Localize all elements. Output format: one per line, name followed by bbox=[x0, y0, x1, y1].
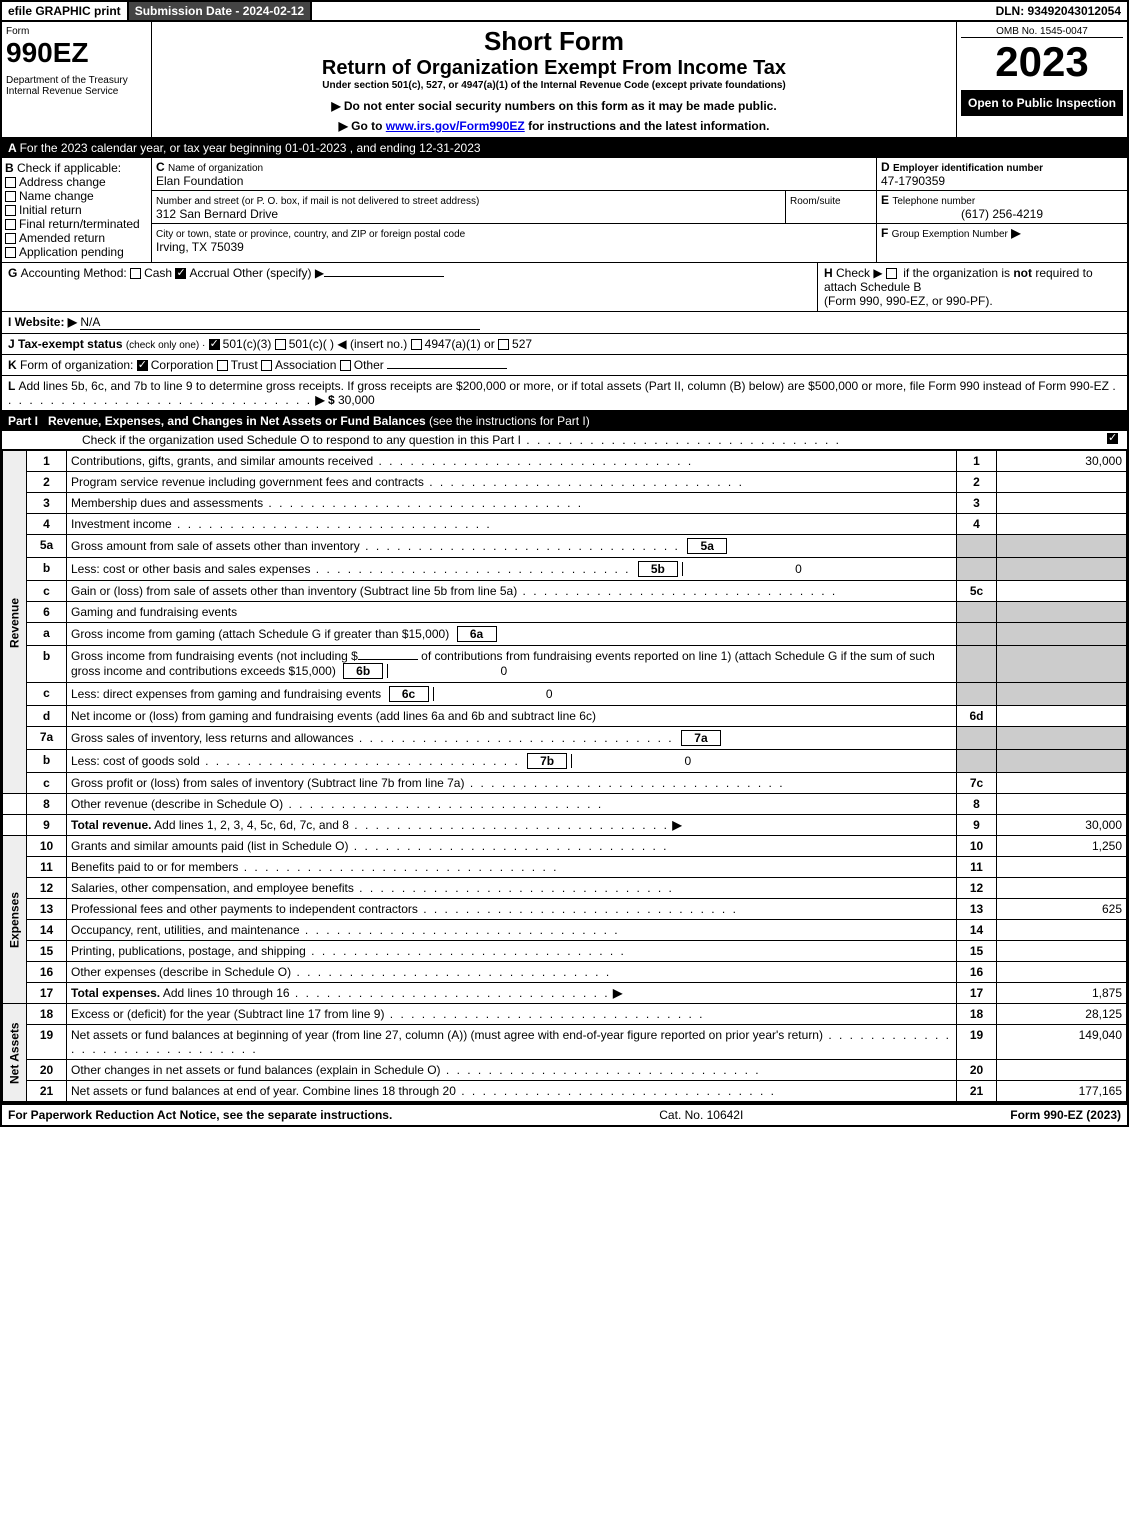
form-word: Form bbox=[6, 26, 147, 37]
k-other[interactable] bbox=[340, 360, 351, 371]
goto-post: for instructions and the latest informat… bbox=[528, 119, 769, 133]
line-1-amt: 30,000 bbox=[997, 451, 1127, 472]
b-opt-4[interactable]: Amended return bbox=[5, 231, 148, 245]
line-j: J Tax-exempt status (check only one) · 5… bbox=[0, 334, 1129, 355]
line-21-amt: 177,165 bbox=[997, 1081, 1127, 1102]
g-cash: Cash bbox=[144, 266, 172, 280]
street: 312 San Bernard Drive bbox=[156, 207, 278, 221]
dln: DLN: 93492043012054 bbox=[990, 2, 1127, 20]
b-opt-3[interactable]: Final return/terminated bbox=[5, 217, 148, 231]
b-opt-2[interactable]: Initial return bbox=[5, 203, 148, 217]
expenses-label: Expenses bbox=[3, 836, 27, 1004]
h-label: Check ▶ bbox=[836, 266, 883, 280]
tax-year: 2023 bbox=[961, 38, 1123, 86]
top-bar: efile GRAPHIC print Submission Date - 20… bbox=[0, 0, 1129, 22]
h-text3: (Form 990, 990-EZ, or 990-PF). bbox=[824, 294, 993, 308]
part1-title: Revenue, Expenses, and Changes in Net As… bbox=[48, 414, 590, 428]
j-note: (check only one) · bbox=[126, 340, 205, 351]
phone: (617) 256-4219 bbox=[881, 207, 1123, 221]
goto-line: ▶ Go to www.irs.gov/Form990EZ for instru… bbox=[156, 119, 952, 133]
h-text: if the organization is bbox=[903, 266, 1013, 280]
irs: Internal Revenue Service bbox=[6, 86, 147, 97]
city-label: City or town, state or province, country… bbox=[156, 229, 465, 240]
line-l: L Add lines 5b, 6c, and 7b to line 9 to … bbox=[0, 376, 1129, 411]
k-corp[interactable] bbox=[137, 360, 148, 371]
j-label: Tax-exempt status bbox=[18, 337, 122, 351]
gh-row: G Accounting Method: Cash Accrual Other … bbox=[0, 263, 1129, 312]
line-a: A For the 2023 calendar year, or tax yea… bbox=[0, 139, 1129, 158]
omb: OMB No. 1545-0047 bbox=[961, 26, 1123, 38]
b-opt-0[interactable]: Address change bbox=[5, 175, 148, 189]
g-label: Accounting Method: bbox=[21, 266, 127, 280]
line-b: B Check if applicable: bbox=[5, 161, 148, 175]
part1-checkbox[interactable] bbox=[1107, 433, 1118, 444]
k-other-input[interactable] bbox=[387, 368, 507, 369]
j-501c3[interactable] bbox=[209, 339, 220, 350]
line-i: I Website: ▶ N/A bbox=[0, 312, 1129, 334]
h-not: not bbox=[1013, 266, 1032, 280]
open-inspection: Open to Public Inspection bbox=[961, 90, 1123, 116]
g-other: Other (specify) ▶ bbox=[233, 266, 324, 280]
part1-block: Part I Revenue, Expenses, and Changes in… bbox=[0, 411, 1129, 450]
dept: Department of the Treasury bbox=[6, 75, 147, 86]
org-name: Elan Foundation bbox=[156, 174, 243, 188]
f-label: Group Exemption Number bbox=[892, 229, 1008, 240]
b-label: Check if applicable: bbox=[17, 161, 121, 175]
entity-block: B Check if applicable: Address change Na… bbox=[0, 158, 1129, 263]
k-label: Form of organization: bbox=[20, 358, 133, 372]
part1-check-note: Check if the organization used Schedule … bbox=[82, 433, 521, 447]
website: N/A bbox=[80, 315, 100, 329]
line-k: K Form of organization: Corporation Trus… bbox=[0, 355, 1129, 376]
goto-pre: ▶ Go to bbox=[339, 119, 386, 133]
j-501c[interactable] bbox=[275, 339, 286, 350]
k-trust[interactable] bbox=[217, 360, 228, 371]
l-arrow: ▶ $ bbox=[315, 393, 334, 407]
room-label: Room/suite bbox=[790, 196, 841, 207]
footer-left: For Paperwork Reduction Act Notice, see … bbox=[8, 1108, 392, 1122]
h-checkbox[interactable] bbox=[886, 268, 897, 279]
form-number: 990EZ bbox=[6, 37, 147, 69]
footer-center: Cat. No. 10642I bbox=[659, 1108, 743, 1122]
part1-label: Part I bbox=[8, 414, 38, 428]
i-label: Website: ▶ bbox=[15, 315, 77, 329]
accrual-checkbox[interactable] bbox=[175, 268, 186, 279]
e-label: Telephone number bbox=[892, 196, 975, 207]
page-footer: For Paperwork Reduction Act Notice, see … bbox=[0, 1104, 1129, 1127]
cash-checkbox[interactable] bbox=[130, 268, 141, 279]
c-name-label: Name of organization bbox=[168, 163, 263, 174]
k-assoc[interactable] bbox=[261, 360, 272, 371]
efile-label[interactable]: efile GRAPHIC print bbox=[2, 2, 129, 20]
part1-check-row: Check if the organization used Schedule … bbox=[2, 431, 1127, 449]
irs-link[interactable]: www.irs.gov/Form990EZ bbox=[386, 119, 525, 133]
d-label: Employer identification number bbox=[893, 163, 1043, 174]
short-form-title: Short Form bbox=[156, 26, 952, 57]
revenue-label: Revenue bbox=[3, 451, 27, 794]
street-label: Number and street (or P. O. box, if mail… bbox=[156, 196, 479, 207]
g-accrual: Accrual bbox=[189, 266, 229, 280]
b-opt-5[interactable]: Application pending bbox=[5, 245, 148, 259]
ssn-warning: ▶ Do not enter social security numbers o… bbox=[156, 99, 952, 113]
submission-date: Submission Date - 2024-02-12 bbox=[129, 2, 312, 20]
city: Irving, TX 75039 bbox=[156, 240, 244, 254]
l-text: Add lines 5b, 6c, and 7b to line 9 to de… bbox=[18, 379, 1109, 393]
l-amount: 30,000 bbox=[338, 393, 375, 407]
line-9-amt: 30,000 bbox=[997, 815, 1127, 836]
f-arrow: ▶ bbox=[1011, 226, 1020, 240]
g-other-input[interactable] bbox=[324, 276, 444, 277]
main-title: Return of Organization Exempt From Incom… bbox=[156, 57, 952, 80]
lines-table: Revenue 1 Contributions, gifts, grants, … bbox=[0, 450, 1129, 1104]
netassets-label: Net Assets bbox=[3, 1004, 27, 1102]
ein: 47-1790359 bbox=[881, 174, 945, 188]
form-header: Form 990EZ Department of the Treasury In… bbox=[0, 22, 1129, 139]
subtitle: Under section 501(c), 527, or 4947(a)(1)… bbox=[156, 80, 952, 91]
line-a-text: For the 2023 calendar year, or tax year … bbox=[20, 141, 481, 155]
j-527[interactable] bbox=[498, 339, 509, 350]
line-17-amt: 1,875 bbox=[997, 983, 1127, 1004]
footer-right: Form 990-EZ (2023) bbox=[1010, 1108, 1121, 1122]
line-1-text: Contributions, gifts, grants, and simila… bbox=[71, 454, 373, 468]
j-4947[interactable] bbox=[411, 339, 422, 350]
b-opt-1[interactable]: Name change bbox=[5, 189, 148, 203]
